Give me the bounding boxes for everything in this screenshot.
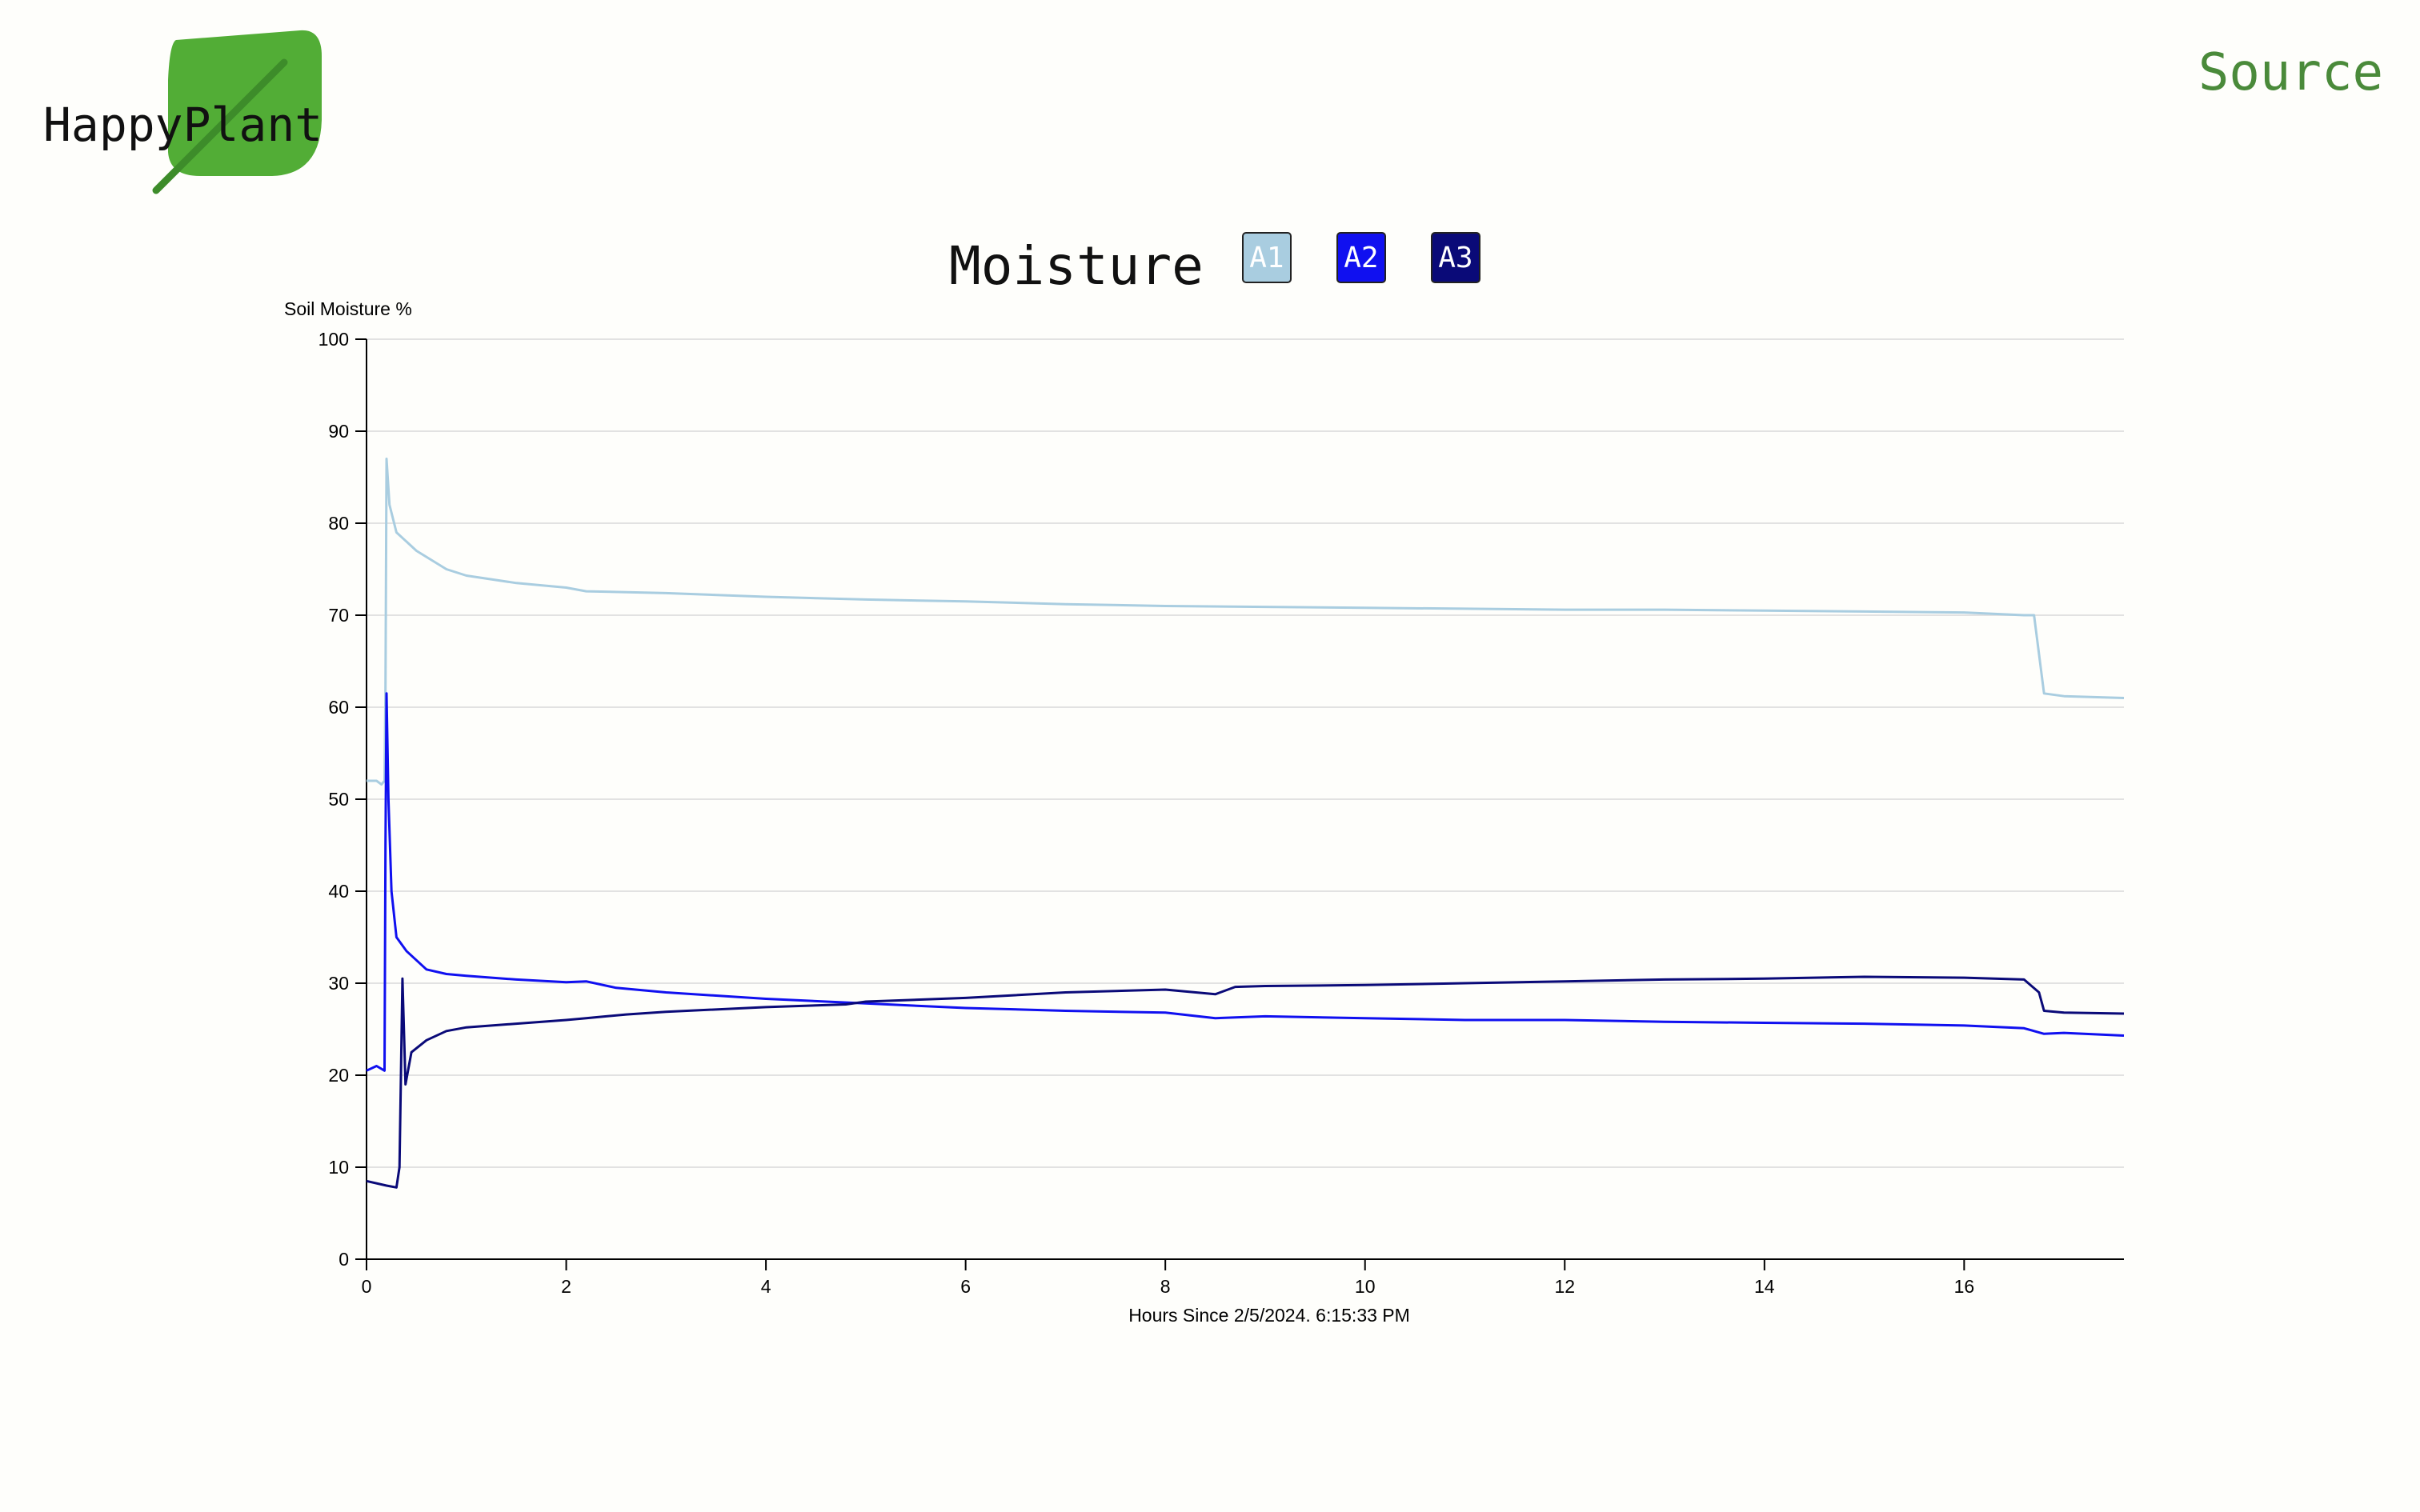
- y-tick-label: 40: [328, 881, 349, 902]
- axes: 0 10 20 30 40 50 60 70 80 90 100 0 2 4 6 8 10 12 14 16: [319, 329, 2124, 1297]
- x-tick-label: 2: [561, 1276, 571, 1297]
- legend-toggle-a1[interactable]: A1: [1241, 232, 1292, 283]
- y-tick-label: 50: [328, 789, 349, 810]
- series-lines: [366, 458, 2125, 1189]
- x-tick-label: 14: [1754, 1276, 1775, 1297]
- y-tick-label: 100: [319, 329, 349, 350]
- grid-lines: [367, 338, 2124, 1168]
- leaf-icon: [152, 30, 322, 194]
- y-tick-label: 70: [328, 605, 349, 626]
- x-tick-label: 4: [761, 1276, 771, 1297]
- legend-label-a3: A3: [1438, 241, 1473, 274]
- y-tick-label: 10: [328, 1157, 349, 1178]
- legend-toggle-a2[interactable]: A2: [1336, 232, 1386, 283]
- happyplant-logo[interactable]: HappyPlant: [40, 24, 328, 200]
- x-tick-label: 10: [1355, 1276, 1376, 1297]
- x-tick-label: 0: [362, 1276, 372, 1297]
- y-tick-label: 30: [328, 973, 349, 994]
- series-line-a3: [366, 975, 2125, 1189]
- x-tick-label: 12: [1554, 1276, 1575, 1297]
- x-tick-label: 6: [960, 1276, 971, 1297]
- y-tick-label: 60: [328, 697, 349, 718]
- chart-title: Moisture: [949, 234, 1204, 297]
- legend-label-a1: A1: [1249, 241, 1284, 274]
- y-tick-label: 80: [328, 513, 349, 534]
- y-tick-label: 0: [339, 1249, 349, 1270]
- y-tick-label: 90: [328, 421, 349, 442]
- series-line-a1: [367, 458, 2125, 786]
- source-link[interactable]: Source: [2198, 43, 2383, 102]
- series-line-a2: [366, 692, 2125, 1072]
- brand-name: HappyPlant: [43, 98, 323, 152]
- chart-header: Moisture A1 A2 A3: [949, 226, 1525, 297]
- x-tick-label: 16: [1954, 1276, 1975, 1297]
- y-axis-label: Soil Moisture %: [284, 298, 412, 319]
- y-tick-label: 20: [328, 1065, 349, 1086]
- legend-label-a2: A2: [1344, 241, 1379, 274]
- x-tick-label: 8: [1160, 1276, 1171, 1297]
- x-axis-label: Hours Since 2/5/2024. 6:15:33 PM: [1128, 1305, 1410, 1326]
- legend-toggle-a3[interactable]: A3: [1430, 232, 1480, 283]
